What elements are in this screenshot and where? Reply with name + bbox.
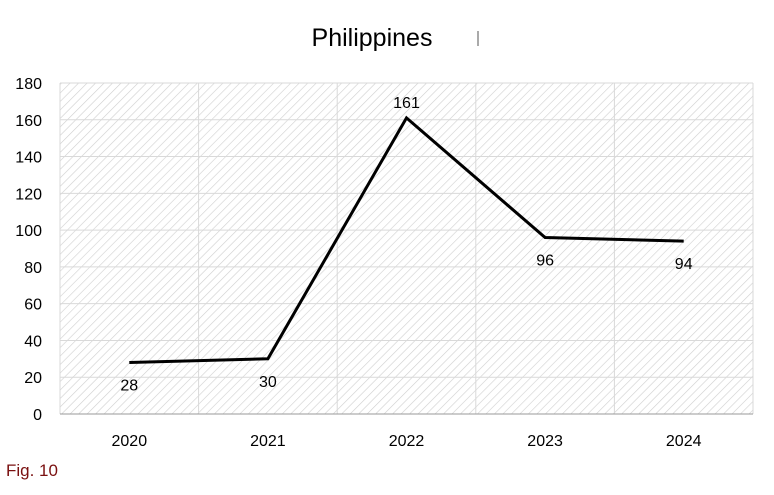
y-tick-label: 60 [24, 297, 42, 314]
y-tick-label: 120 [15, 186, 42, 203]
y-tick-label: 0 [33, 407, 42, 424]
data-label: 94 [675, 256, 693, 273]
y-axis: 0 20 40 60 80 100 120 140 160 180 [15, 76, 42, 424]
y-tick-label: 160 [15, 113, 42, 130]
horizontal-gridlines [60, 82, 753, 378]
figure-label: Fig. 10 [6, 461, 58, 480]
y-tick-label: 20 [24, 370, 42, 387]
x-axis: 2020 2021 2022 2023 2024 [112, 433, 702, 450]
y-tick-label: 180 [15, 76, 42, 93]
y-tick-label: 140 [15, 150, 42, 167]
chart-title: Philippines [312, 24, 433, 52]
y-tick-label: 80 [24, 260, 42, 277]
data-label: 30 [259, 374, 277, 391]
x-tick-label: 2020 [112, 433, 148, 450]
data-label: 96 [536, 252, 554, 269]
x-tick-label: 2021 [250, 433, 286, 450]
x-tick-label: 2023 [527, 433, 563, 450]
data-labels: 28 30 161 96 94 [120, 95, 692, 395]
y-tick-label: 40 [24, 333, 42, 350]
data-label: 28 [120, 378, 138, 395]
data-label: 161 [393, 95, 420, 112]
y-tick-label: 100 [15, 223, 42, 240]
vertical-gridlines [59, 83, 754, 414]
x-tick-label: 2024 [666, 433, 702, 450]
x-tick-label: 2022 [389, 433, 425, 450]
series-line [129, 115, 684, 364]
plot-area [60, 83, 753, 414]
